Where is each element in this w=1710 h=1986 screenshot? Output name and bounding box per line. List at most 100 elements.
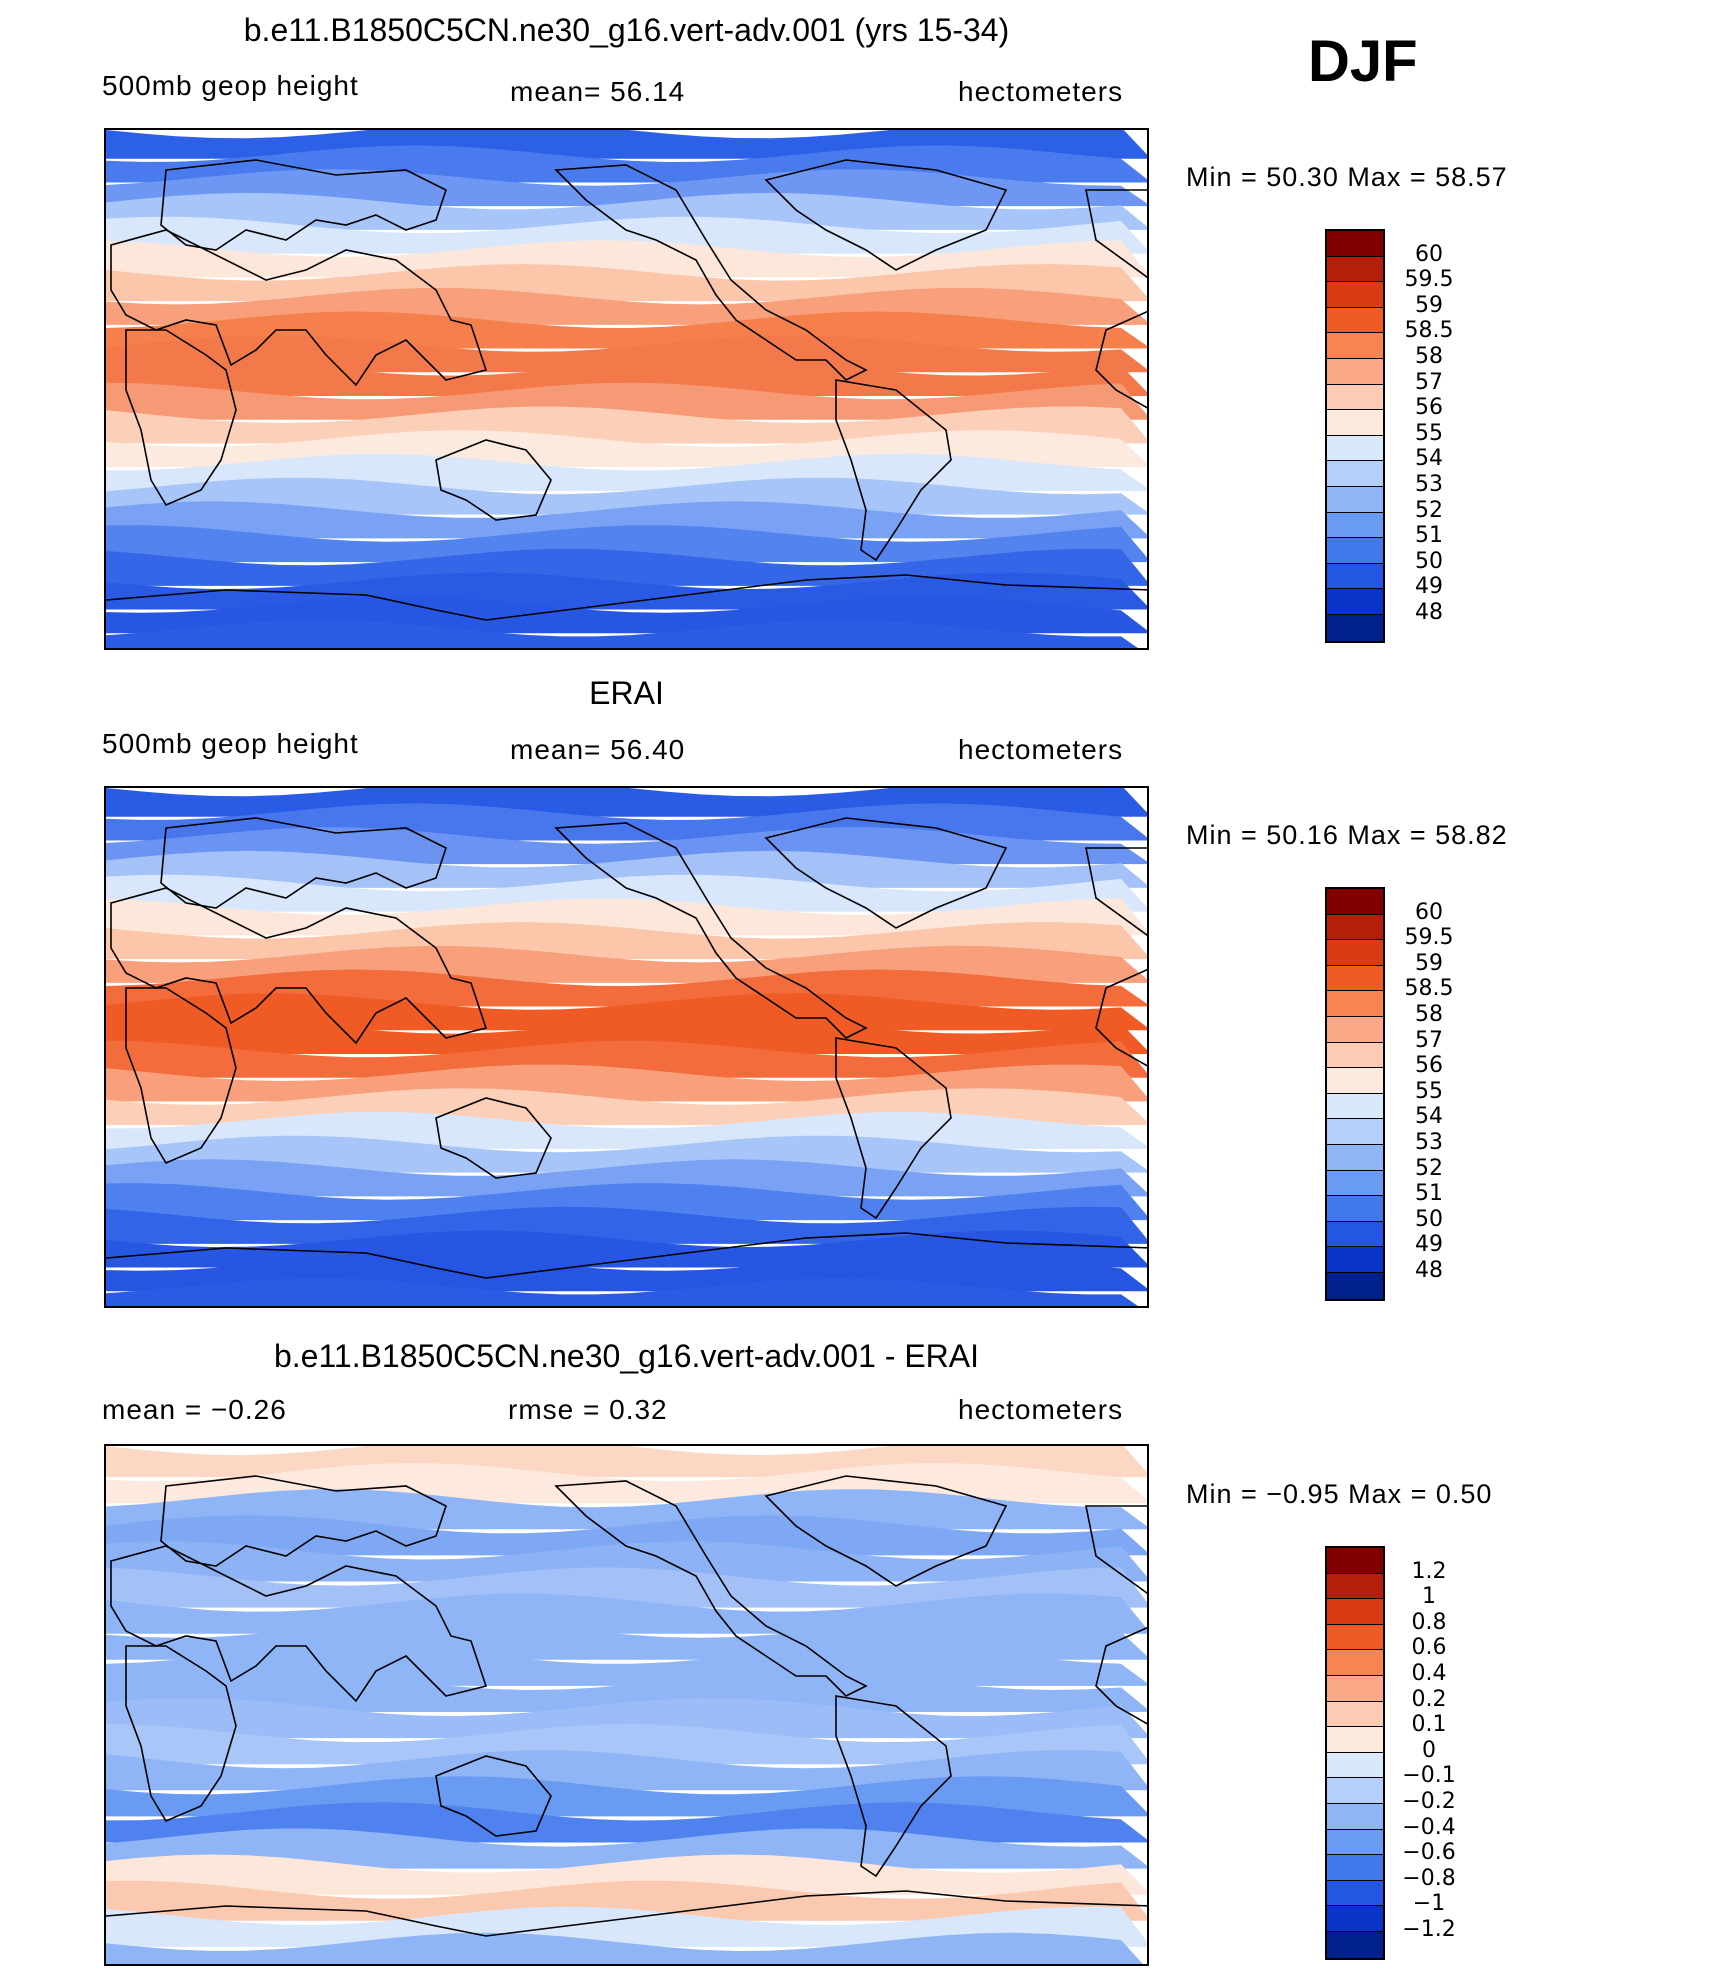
colorbar-box	[1327, 563, 1383, 590]
coastline	[435, 439, 552, 521]
colorbar-tick-label: 59	[1415, 950, 1443, 976]
colorbar-box	[1327, 940, 1383, 966]
colorbar-tick-label: 56	[1415, 1053, 1443, 1079]
coastline	[554, 164, 868, 381]
coastline	[764, 159, 1008, 271]
contour-band	[106, 169, 1147, 207]
colorbar-tick-label: 0.1	[1411, 1712, 1447, 1738]
contour-band	[106, 1750, 1147, 1791]
colorbar-box	[1327, 965, 1383, 992]
coastline	[110, 1545, 488, 1703]
colorbar-box	[1327, 1548, 1383, 1574]
contour-band	[106, 1567, 1147, 1608]
colorbar-box	[1327, 991, 1383, 1017]
colorbar-tick-label: 53	[1415, 1130, 1443, 1155]
colorbar-box	[1327, 1599, 1383, 1625]
colorbar-tick-label: −1	[1412, 1891, 1446, 1917]
panel1-colorbar	[1325, 229, 1385, 643]
colorbar-tick-label: 54	[1415, 1104, 1443, 1130]
colorbar-box	[1327, 1624, 1383, 1651]
contour-band	[106, 827, 1147, 865]
panel3-colorbar	[1325, 1546, 1385, 1960]
colorbar-tick-label: 60	[1415, 899, 1443, 925]
colorbar-box	[1327, 1752, 1383, 1779]
contour-band	[106, 1645, 1147, 1686]
colorbar-box	[1327, 461, 1383, 487]
contour-band	[106, 501, 1147, 539]
coastline	[835, 379, 952, 562]
contour-band	[106, 1278, 1138, 1306]
contour-band	[106, 1017, 1147, 1054]
contour-band	[106, 192, 1147, 230]
colorbar-box	[1327, 1272, 1383, 1299]
coastline	[435, 1097, 552, 1179]
panel2-units-label: hectometers	[958, 734, 1124, 765]
colorbar-tick-label: 0.8	[1411, 1609, 1447, 1635]
colorbar-tick-label: 0.6	[1411, 1635, 1447, 1661]
colorbar-box	[1327, 435, 1383, 462]
coastline	[125, 329, 237, 507]
contour-band	[106, 850, 1147, 888]
colorbar-tick-label: 51	[1415, 1181, 1443, 1207]
contour-band	[106, 1932, 1143, 1964]
contour-band	[106, 874, 1147, 912]
coastline	[835, 1037, 952, 1220]
panel2-mean-label: mean= 56.40	[510, 734, 686, 765]
contour-band	[106, 1854, 1147, 1895]
colorbar-tick-label: 58	[1415, 1002, 1443, 1027]
coastline	[1085, 189, 1147, 409]
colorbar-box	[1327, 231, 1383, 257]
panel1-mean-label: mean= 56.14	[510, 76, 686, 107]
colorbar-box	[1327, 1068, 1383, 1094]
contour-band	[106, 1724, 1147, 1765]
panel2-field-label: 500mb geop height	[102, 728, 359, 759]
colorbar-box	[1327, 358, 1383, 385]
coastline	[764, 1475, 1008, 1587]
colorbar-box	[1327, 1906, 1383, 1932]
panel1-minmax: Min = 50.30 Max = 58.57	[1186, 162, 1508, 192]
contour-band	[106, 1671, 1147, 1712]
contour-band	[106, 1489, 1147, 1530]
contour-band	[106, 240, 1147, 278]
coastline	[125, 987, 237, 1165]
colorbar-box	[1327, 1829, 1383, 1856]
colorbar-box	[1327, 538, 1383, 564]
colorbar-box	[1327, 1778, 1383, 1804]
contour-band	[106, 311, 1147, 349]
coastline	[1085, 847, 1147, 1067]
colorbar-tick-label: 56	[1415, 395, 1443, 421]
coastline	[110, 887, 488, 1045]
colorbar-tick-label: −0.4	[1402, 1814, 1456, 1840]
coastline	[835, 1695, 952, 1878]
colorbar-tick-label: 58	[1415, 344, 1443, 369]
colorbar-box	[1327, 1573, 1383, 1600]
colorbar-box	[1327, 1170, 1383, 1197]
panel3-minmax: Min = −0.95 Max = 0.50	[1186, 1479, 1493, 1509]
contour-band	[106, 969, 1147, 1007]
contour-band	[106, 1515, 1147, 1556]
contour-band	[106, 335, 1147, 373]
panel1-units-label: hectometers	[958, 76, 1124, 107]
panel2-title: ERAI	[589, 675, 664, 711]
colorbar-tick-label: 52	[1415, 497, 1443, 523]
colorbar-tick-label: 58.5	[1404, 318, 1454, 344]
contour-band	[106, 1135, 1147, 1173]
colorbar-box	[1327, 486, 1383, 513]
colorbar-tick-label: 57	[1415, 1027, 1443, 1053]
colorbar-box	[1327, 1855, 1383, 1881]
coastline	[106, 1232, 1147, 1279]
colorbar-tick-label: 48	[1415, 600, 1443, 625]
colorbar-box	[1327, 889, 1383, 915]
panel2-colorbar	[1325, 887, 1385, 1301]
colorbar-box	[1327, 1016, 1383, 1043]
colorbar-box	[1327, 1931, 1383, 1958]
colorbar-tick-label: 0	[1422, 1737, 1436, 1763]
colorbar-box	[1327, 1221, 1383, 1248]
panel1-title: b.e11.B1850C5CN.ne30_g16.vert-adv.001 (y…	[243, 12, 1010, 48]
contour-band	[106, 1541, 1147, 1582]
colorbar-tick-label: −0.6	[1402, 1840, 1456, 1866]
coastline	[1085, 1505, 1147, 1725]
colorbar-box	[1327, 384, 1383, 411]
colorbar-box	[1327, 282, 1383, 308]
colorbar-box	[1327, 1196, 1383, 1222]
